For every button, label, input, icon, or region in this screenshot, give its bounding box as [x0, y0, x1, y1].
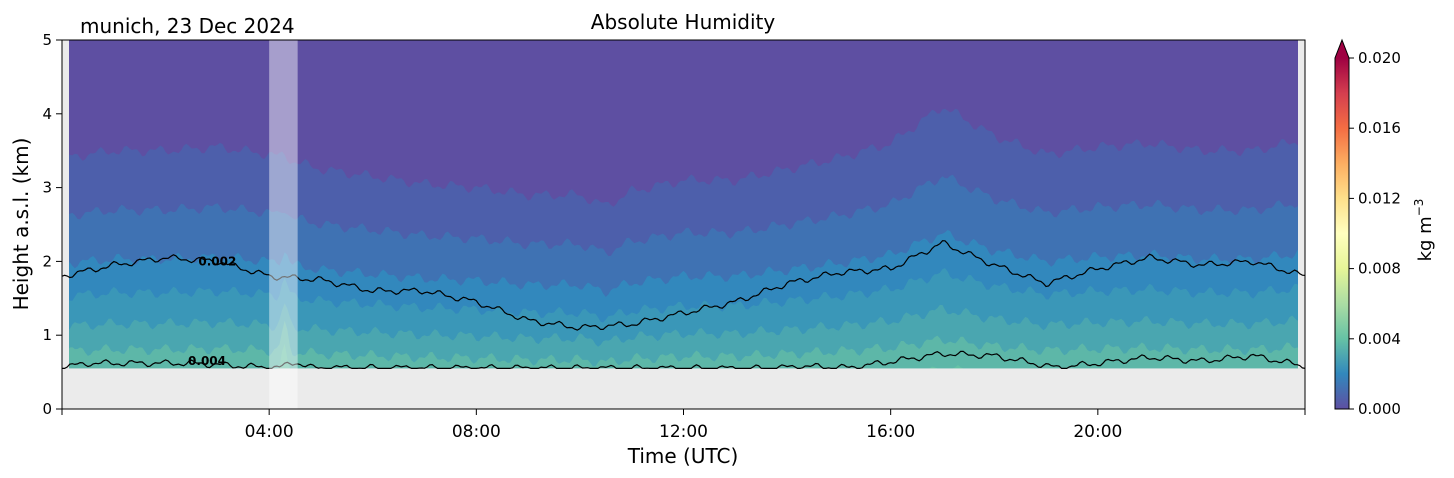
- colorbar-label: kg m−3: [1412, 199, 1436, 262]
- colorbar-tick-label: 0.016: [1358, 119, 1401, 137]
- highlight-band: [269, 40, 298, 409]
- colorbar-ticks: 0.000 0.004 0.008 0.012 0.016 0.020: [1349, 49, 1401, 418]
- x-axis-label: Time (UTC): [627, 444, 739, 468]
- colorbar-extend-arrow: [1335, 40, 1349, 58]
- colorbar-tick-label: 0.020: [1358, 49, 1401, 67]
- x-tick-label: 04:00: [245, 422, 294, 442]
- colorbar-frame: [1334, 38, 1350, 410]
- humidity-field: [62, 40, 1305, 409]
- no-data-region: [62, 368, 1305, 409]
- colorbar-tick-label: 0.000: [1358, 400, 1401, 418]
- colorbar-tick-label: 0.004: [1358, 330, 1401, 348]
- colorbar: 0.000 0.004 0.008 0.012 0.016 0.020 kg m−3: [1334, 38, 1436, 418]
- y-tick-label: 2: [42, 252, 52, 270]
- no-data-strip: [1298, 40, 1305, 369]
- y-axis: 0 1 2 3 4 5: [42, 31, 62, 418]
- colorbar-scale: [1335, 58, 1349, 409]
- colorbar-label-unit: kg m: [1415, 216, 1436, 261]
- contour-line-0p004: [62, 350, 1305, 370]
- chart-subtitle: munich, 23 Dec 2024: [80, 14, 295, 38]
- chart-title: Absolute Humidity: [591, 10, 776, 34]
- colorbar-label-exponent: −3: [1412, 199, 1426, 217]
- colorbar-tick-label: 0.008: [1358, 260, 1401, 278]
- y-tick-label: 5: [42, 31, 52, 49]
- contour-lines: [62, 240, 1305, 370]
- contour-label: 0.002: [198, 254, 236, 268]
- y-tick-label: 0: [42, 400, 52, 418]
- no-data-strip: [62, 40, 69, 369]
- humidity-band: [62, 320, 1305, 369]
- contour-label: 0.004: [188, 354, 226, 368]
- x-tick-label: 16:00: [866, 422, 915, 442]
- x-tick-label: 12:00: [659, 422, 708, 442]
- colorbar-tick-label: 0.012: [1358, 189, 1401, 207]
- y-tick-label: 3: [42, 179, 52, 197]
- x-tick-label: 08:00: [452, 422, 501, 442]
- x-axis: 04:00 08:00 12:00 16:00 20:00: [61, 409, 1306, 442]
- contour-labels: 0.002 0.004: [188, 254, 236, 368]
- y-tick-label: 4: [42, 105, 52, 123]
- contour-line-0p002: [62, 240, 1305, 331]
- y-axis-label: Height a.s.l. (km): [9, 138, 33, 311]
- x-tick-label: 20:00: [1073, 422, 1122, 442]
- y-tick-label: 1: [42, 326, 52, 344]
